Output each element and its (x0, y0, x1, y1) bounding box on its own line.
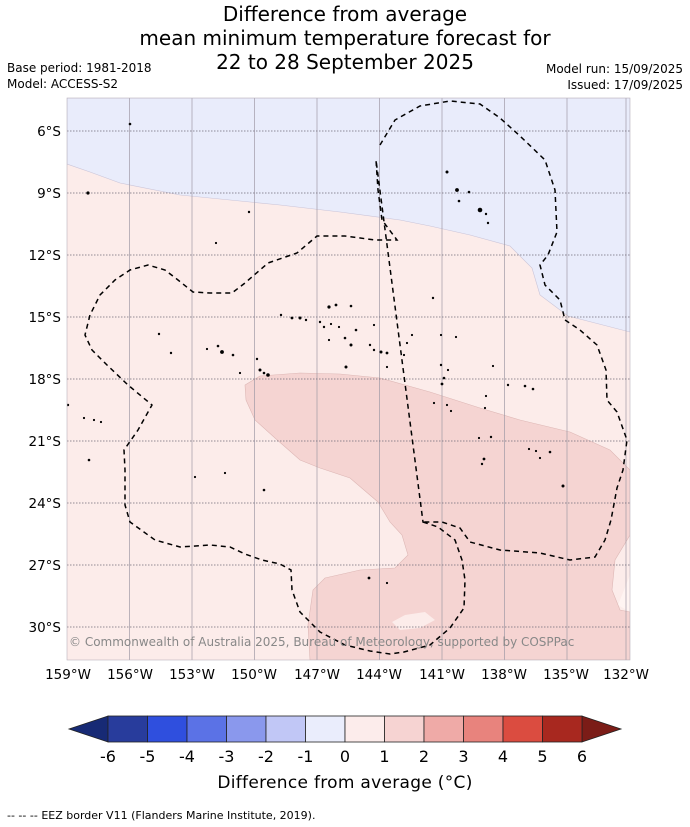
lat-label: 21°S (29, 434, 62, 450)
base-period: Base period: 1981-2018 (7, 61, 152, 75)
copyright-text: © Commonwealth of Australia 2025, Bureau… (69, 635, 574, 649)
colorbar-tick: -6 (100, 747, 116, 766)
lat-label: 24°S (29, 496, 62, 512)
lon-label: 153°W (169, 667, 215, 683)
base-info: Base period: 1981-2018 Model: ACCESS-S2 (7, 60, 152, 92)
lon-label: 141°W (419, 667, 465, 683)
lat-label: 18°S (29, 372, 62, 388)
colorbar-tick: 3 (458, 747, 468, 766)
lat-label: 15°S (29, 310, 62, 326)
colorbar-cell (344, 715, 385, 743)
colorbar-tick: 5 (537, 747, 547, 766)
colorbar-cell (226, 715, 267, 743)
model-run: Model run: 15/09/2025 (545, 62, 683, 76)
map-frame (66, 97, 631, 661)
colorbar-extend-high (581, 715, 623, 743)
run-info: Model run: 15/09/2025 Issued: 17/09/2025 (546, 61, 683, 93)
cool-anomaly-region (67, 98, 630, 333)
dash-legend-icon: -- -- -- (7, 809, 38, 822)
lon-label: 147°W (294, 667, 340, 683)
lat-label: 6°S (37, 124, 61, 140)
colorbar-extend-low (67, 715, 109, 743)
warm-anomaly-region (244, 372, 630, 660)
colorbar-tick: -1 (298, 747, 314, 766)
colorbar-tick: -5 (140, 747, 156, 766)
title-line-1: Difference from average (222, 2, 468, 26)
colorbar-tick: 0 (340, 747, 350, 766)
inner-patch (392, 612, 435, 630)
eez-border-south (84, 159, 466, 655)
lon-label: 150°W (231, 667, 277, 683)
colorbar-tick: 4 (498, 747, 508, 766)
colorbar-cell (147, 715, 188, 743)
warm-patch (618, 575, 630, 612)
colorbar-tick: -3 (219, 747, 235, 766)
lat-label: 30°S (29, 620, 62, 636)
lat-label: 9°S (37, 186, 61, 202)
colorbar-ticks: -6 -5 -4 -3 -2 -1 0 1 2 3 4 5 6 (100, 747, 587, 766)
colorbar: -6 -5 -4 -3 -2 -1 0 1 2 3 4 5 6 (67, 715, 623, 766)
colorbar-tick: 2 (419, 747, 429, 766)
issued-date: Issued: 17/09/2025 (567, 78, 683, 92)
lat-label: 12°S (29, 248, 62, 264)
colorbar-cell (384, 715, 425, 743)
colorbar-cell (186, 715, 227, 743)
title-line-2: mean minimum temperature forecast for (139, 26, 551, 50)
colorbar-cell (305, 715, 346, 743)
eez-border-north (379, 100, 628, 561)
islands (67, 122, 565, 585)
lon-label: 138°W (481, 667, 527, 683)
title-line-3: 22 to 28 September 2025 (216, 50, 474, 74)
eez-borders (84, 100, 628, 655)
colorbar-tick: -2 (258, 747, 274, 766)
lat-axis: 6°S 9°S 12°S 15°S 18°S 21°S 24°S 27°S 30… (29, 124, 62, 636)
map-title: Difference from average mean minimum tem… (0, 2, 690, 74)
colorbar-cell (423, 715, 464, 743)
lat-label: 27°S (29, 558, 62, 574)
map-area (67, 98, 630, 660)
colorbar-title: Difference from average (°C) (217, 773, 473, 793)
colorbar-cell (502, 715, 543, 743)
legend-text: EEZ border V11 (Flanders Marine Institut… (41, 809, 316, 822)
colorbar-tick: 1 (379, 747, 389, 766)
colorbar-tick: 6 (577, 747, 587, 766)
model-name: Model: ACCESS-S2 (7, 77, 119, 91)
lon-label: 144°W (356, 667, 402, 683)
lon-label: 135°W (543, 667, 589, 683)
lat-gridlines (67, 130, 630, 628)
colorbar-cell (463, 715, 504, 743)
colorbar-cell (107, 715, 148, 743)
lon-axis: 159°W 156°W 153°W 150°W 147°W 144°W 141°… (45, 667, 649, 683)
lon-label: 132°W (603, 667, 649, 683)
legend-footer: -- -- -- EEZ border V11 (Flanders Marine… (7, 809, 315, 822)
lon-label: 159°W (45, 667, 91, 683)
colorbar-cells (107, 715, 583, 743)
colorbar-cell (542, 715, 583, 743)
colorbar-tick: -4 (179, 747, 195, 766)
lon-label: 156°W (107, 667, 153, 683)
colorbar-cell (265, 715, 306, 743)
